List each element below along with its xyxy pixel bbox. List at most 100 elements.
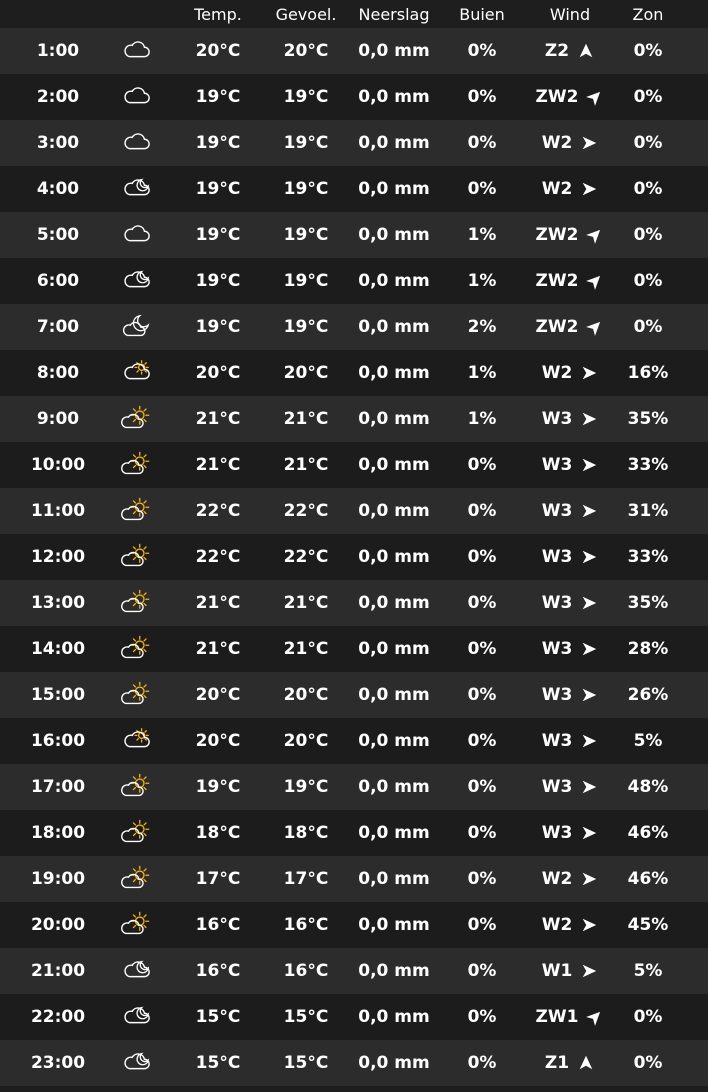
row-rain: 0,0 mm [358, 685, 430, 705]
wind-direction-arrow-icon [586, 226, 604, 244]
table-row: 18:00 18°C 18°C 0,0 mm 0% W3 46% [0, 810, 708, 856]
table-row: 3:00 19°C 19°C 0,0 mm 0% W2 0% [0, 120, 708, 166]
row-zon: 16% [627, 363, 669, 383]
table-row: 10:00 21°C 21°C 0,0 mm 0% W3 33% [0, 442, 708, 488]
wind-label: W3 [541, 547, 573, 567]
row-wind: W3 [526, 685, 614, 705]
sun-cloud-icon [116, 542, 156, 572]
wind-direction-arrow-icon [580, 594, 598, 612]
row-temp: 19°C [195, 271, 241, 291]
row-wind: ZW2 [526, 225, 614, 245]
row-temp: 21°C [195, 639, 241, 659]
row-time: 19:00 [30, 869, 86, 889]
cloud-icon [116, 128, 156, 158]
row-wind: W3 [526, 639, 614, 659]
sun-cloud-icon [116, 864, 156, 894]
header-zon: Zon [632, 4, 664, 24]
row-time: 7:00 [36, 317, 80, 337]
cloud-moon-icon [116, 956, 156, 986]
wind-direction-arrow-icon [580, 410, 598, 428]
row-buien: 0% [467, 1007, 497, 1027]
row-buien: 1% [467, 409, 497, 429]
row-zon: 46% [627, 823, 669, 843]
row-rain: 0,0 mm [358, 593, 430, 613]
wind-label: W3 [541, 593, 573, 613]
row-temp: 19°C [195, 133, 241, 153]
row-buien: 0% [467, 639, 497, 659]
table-row: 20:00 16°C 16°C 0,0 mm 0% W2 45% [0, 902, 708, 948]
wind-direction-arrow-icon [580, 732, 598, 750]
row-temp: 22°C [195, 547, 241, 567]
wind-label: W2 [541, 363, 573, 383]
table-row: 19:00 17°C 17°C 0,0 mm 0% W2 46% [0, 856, 708, 902]
row-buien: 2% [467, 317, 497, 337]
cloud-moon-icon [116, 1002, 156, 1032]
cloud-icon [116, 220, 156, 250]
row-rain: 0,0 mm [358, 133, 430, 153]
wind-label: W2 [541, 179, 573, 199]
row-temp: 21°C [195, 455, 241, 475]
table-row: 22:00 15°C 15°C 0,0 mm 0% ZW1 0% [0, 994, 708, 1040]
cloud-sun-icon [116, 726, 156, 756]
row-temp: 19°C [195, 317, 241, 337]
row-zon: 0% [633, 317, 663, 337]
row-feel: 20°C [283, 685, 329, 705]
row-wind: W2 [526, 133, 614, 153]
wind-label: W2 [541, 915, 573, 935]
row-zon: 0% [633, 225, 663, 245]
wind-direction-arrow-icon [580, 548, 598, 566]
wind-label: W2 [541, 133, 573, 153]
row-wind: W3 [526, 547, 614, 567]
row-time: 20:00 [30, 915, 86, 935]
row-wind: W3 [526, 823, 614, 843]
row-buien: 0% [467, 869, 497, 889]
row-wind: ZW1 [526, 1007, 614, 1027]
row-buien: 0% [467, 547, 497, 567]
sun-cloud-icon [116, 818, 156, 848]
row-wind: Z1 [526, 1053, 614, 1073]
row-time: 8:00 [36, 363, 80, 383]
wind-direction-arrow-icon [580, 824, 598, 842]
row-zon: 0% [633, 271, 663, 291]
row-time: 14:00 [30, 639, 86, 659]
row-feel: 20°C [283, 731, 329, 751]
row-zon: 5% [633, 731, 663, 751]
wind-direction-arrow-icon [580, 134, 598, 152]
row-buien: 0% [467, 961, 497, 981]
table-row: 11:00 22°C 22°C 0,0 mm 0% W3 31% [0, 488, 708, 534]
row-wind: W3 [526, 731, 614, 751]
table-row: 14:00 21°C 21°C 0,0 mm 0% W3 28% [0, 626, 708, 672]
table-row: 13:00 21°C 21°C 0,0 mm 0% W3 35% [0, 580, 708, 626]
row-wind: Z2 [526, 41, 614, 61]
row-temp: 20°C [195, 41, 241, 61]
row-zon: 0% [633, 1053, 663, 1073]
row-zon: 45% [627, 915, 669, 935]
wind-direction-arrow-icon [580, 916, 598, 934]
row-wind: ZW2 [526, 87, 614, 107]
row-rain: 0,0 mm [358, 271, 430, 291]
row-feel: 21°C [283, 455, 329, 475]
row-feel: 19°C [283, 225, 329, 245]
row-feel: 21°C [283, 593, 329, 613]
row-feel: 15°C [283, 1053, 329, 1073]
row-rain: 0,0 mm [358, 363, 430, 383]
row-feel: 16°C [283, 915, 329, 935]
wind-direction-arrow-icon [580, 180, 598, 198]
wind-direction-arrow-icon [580, 456, 598, 474]
row-time: 6:00 [36, 271, 80, 291]
row-feel: 17°C [283, 869, 329, 889]
wind-label: ZW2 [535, 271, 579, 291]
row-feel: 18°C [283, 823, 329, 843]
wind-label: W3 [541, 501, 573, 521]
row-buien: 0% [467, 179, 497, 199]
row-time: 1:00 [36, 41, 80, 61]
wind-direction-arrow-icon [577, 42, 595, 60]
row-time: 3:00 [36, 133, 80, 153]
row-rain: 0,0 mm [358, 915, 430, 935]
wind-direction-arrow-icon [586, 318, 604, 336]
row-temp: 18°C [195, 823, 241, 843]
wind-direction-arrow-icon [577, 1054, 595, 1072]
row-buien: 0% [467, 777, 497, 797]
row-buien: 1% [467, 225, 497, 245]
row-time: 17:00 [30, 777, 86, 797]
